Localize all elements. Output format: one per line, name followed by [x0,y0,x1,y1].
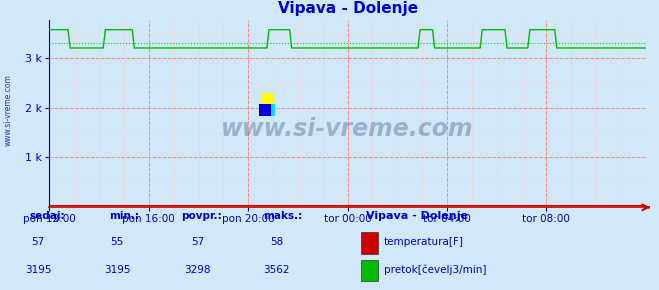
Text: 3195: 3195 [25,264,51,275]
Title: Vipava - Dolenje: Vipava - Dolenje [277,1,418,16]
Text: min.:: min.: [109,211,139,221]
Text: 3562: 3562 [264,264,290,275]
Text: temperatura[F]: temperatura[F] [384,237,463,247]
Text: www.si-vreme.com: www.si-vreme.com [221,117,474,141]
Text: 3298: 3298 [185,264,211,275]
Text: pretok[čevelj3/min]: pretok[čevelj3/min] [384,264,486,275]
Text: povpr.:: povpr.: [181,211,222,221]
Text: www.si-vreme.com: www.si-vreme.com [4,74,13,146]
Text: maks.:: maks.: [264,211,303,221]
Text: 57: 57 [32,237,45,247]
Text: sedaj:: sedaj: [30,211,65,221]
Text: 55: 55 [111,237,124,247]
Text: Vipava - Dolenje: Vipava - Dolenje [366,211,468,221]
Text: 58: 58 [270,237,283,247]
Text: 57: 57 [191,237,204,247]
Text: 3195: 3195 [104,264,130,275]
